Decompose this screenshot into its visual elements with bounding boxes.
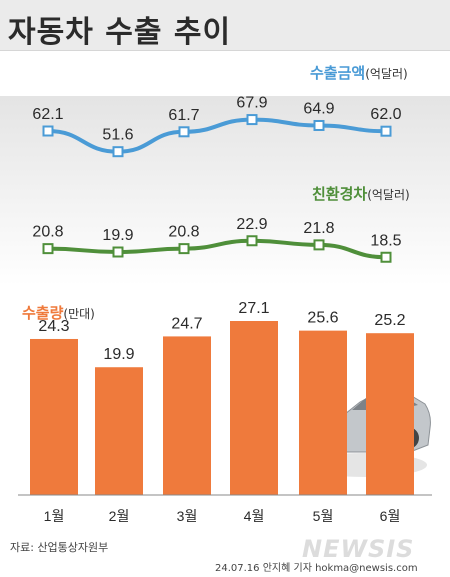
source-note: 자료: 산업통상자원부 [10, 541, 109, 554]
export-value-value-label: 64.9 [303, 100, 334, 117]
export-volume-bar [95, 367, 143, 495]
export-volume-value-label: 19.9 [103, 346, 134, 363]
export-value-value-label: 61.7 [168, 107, 199, 124]
export-value-value-label: 67.9 [236, 95, 267, 112]
x-tick-label: 6월 [380, 508, 401, 524]
export-value-point [112, 146, 124, 158]
export-volume-value-label: 25.2 [374, 312, 405, 329]
export-volume-bar [230, 321, 278, 495]
eco-car-value-label: 20.8 [32, 224, 63, 241]
eco-car-point [178, 243, 190, 255]
export-volume-bar [30, 338, 78, 495]
eco-car-value-label: 22.9 [236, 216, 267, 233]
export-volume-bar [299, 330, 347, 495]
x-tick-label: 4월 [244, 508, 265, 524]
x-tick-label: 3월 [177, 508, 198, 524]
x-tick-label: 1월 [44, 508, 65, 524]
export-volume-value-label: 25.6 [307, 310, 338, 327]
eco-car-point [112, 246, 124, 258]
eco-car-value-label: 21.8 [303, 220, 334, 237]
export-value-value-label: 62.0 [370, 106, 401, 123]
x-tick-label: 5월 [313, 508, 334, 524]
export-value-series: 62.1 51.6 61.7 67.9 64.9 62.0 [32, 95, 402, 158]
eco-car-point [313, 239, 325, 251]
line-chart-band [0, 96, 450, 286]
newsis-logo: NEWSIS [302, 535, 415, 563]
x-axis-ticks: 1월 2월 3월 4월 5월 6월 [44, 508, 401, 524]
export-value-value-label: 62.1 [32, 106, 63, 123]
series-title-eco-car: 친환경차(억달러) [312, 183, 410, 204]
credit-line: 24.07.16 안지혜 기자 hokma@newsis.com [215, 563, 418, 574]
x-tick-label: 2월 [109, 508, 130, 524]
series-title-export-value-label: 수출금액 [310, 64, 366, 82]
export-volume-value-label: 27.1 [238, 300, 269, 317]
eco-car-point [42, 243, 54, 255]
series-title-export-value: 수출금액(억달러) [310, 62, 408, 83]
series-unit-export-value: (억달러) [365, 67, 408, 81]
series-unit-eco-car: (억달러) [367, 188, 410, 202]
series-title-export-volume: 수출량(만대) [22, 302, 95, 323]
export-value-point [42, 125, 54, 137]
eco-car-value-label: 19.9 [102, 227, 133, 244]
export-value-point [178, 126, 190, 138]
export-volume-series: 24.3 19.9 24.7 27.1 25.6 25.2 [30, 300, 414, 495]
eco-car-series: 20.8 19.9 20.8 22.9 21.8 18.5 [32, 216, 402, 263]
eco-car-value-label: 18.5 [370, 232, 401, 249]
series-unit-export-volume: (만대) [63, 307, 95, 321]
export-value-point [380, 125, 392, 137]
export-volume-bar [366, 333, 414, 495]
export-value-value-label: 51.6 [102, 127, 133, 144]
title-bar: 자동차 수출 추이 [0, 0, 450, 51]
export-volume-bar [163, 336, 211, 495]
eco-car-value-label: 20.8 [168, 224, 199, 241]
eco-car-point [246, 235, 258, 247]
series-title-export-volume-label: 수출량 [22, 304, 64, 322]
eco-car-line [46, 238, 388, 260]
export-volume-value-label: 24.3 [38, 318, 69, 335]
export-volume-value-label: 24.7 [171, 315, 202, 332]
eco-car-point [380, 251, 392, 263]
export-value-point [246, 114, 258, 126]
export-value-point [313, 119, 325, 131]
series-title-eco-car-label: 친환경차 [312, 185, 368, 203]
chart-title: 자동차 수출 추이 [8, 15, 232, 50]
